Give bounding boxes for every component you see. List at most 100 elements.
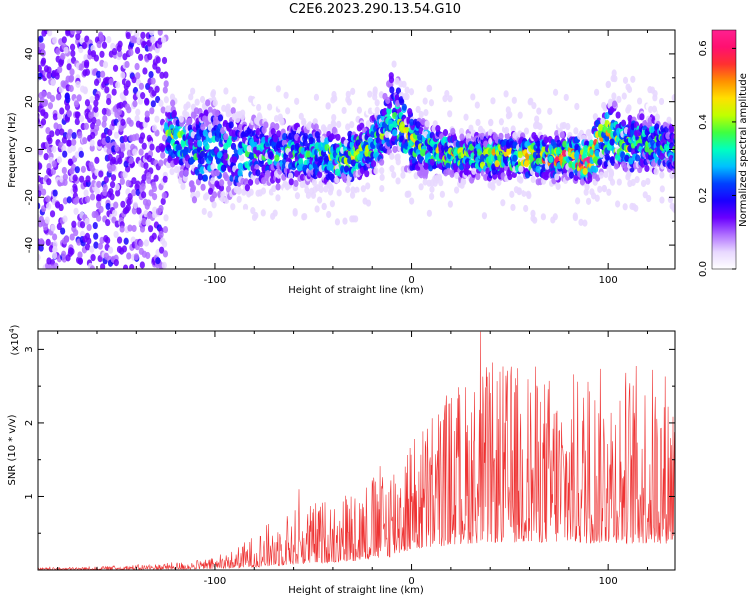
heatmap-cell [574,102,580,111]
heatmap-cell [215,157,222,165]
heatmap-cell [586,128,592,137]
heatmap-cell [640,179,647,188]
heatmap-cell [517,111,523,119]
heatmap-cell [178,115,184,123]
heatmap-cell [139,261,145,269]
heatmap-cell [158,142,164,151]
heatmap-cell [52,36,58,44]
heatmap-cell [468,124,474,132]
heatmap-cell [424,120,430,128]
heatmap-cell [54,72,60,80]
heatmap-cell [132,148,138,156]
heatmap-cell [57,66,63,74]
heatmap-cell [630,75,636,83]
x-tick-label: -100 [204,275,227,286]
heatmap-cell [122,264,129,269]
heatmap-cell [101,120,107,128]
heatmap-cell [506,147,512,156]
heatmap-cell [144,98,150,106]
heatmap-cell [550,216,556,224]
heatmap-cell [517,122,523,131]
heatmap-cell [453,186,460,194]
heatmap-cell [179,170,185,178]
heatmap-cell [335,133,341,141]
heatmap-cell [153,174,159,182]
heatmap-cell [202,139,209,147]
colorbar-ticks: 0.0 0.2 0.4 0.6 [698,40,736,277]
heatmap-cell [379,167,385,175]
heatmap-cell [628,157,634,165]
heatmap-cell [527,98,533,106]
heatmap-cell [267,198,273,206]
heatmap-cell [167,177,173,185]
heatmap-cell [294,170,300,178]
heatmap-cell [38,244,44,252]
heatmap-cell [63,46,69,54]
heatmap-cell [70,49,76,58]
heatmap-cell [118,101,124,109]
heatmap-cell [356,106,363,114]
heatmap-cell [199,157,205,165]
heatmap-cell [475,172,481,181]
snr-panel: -100 0 100 1 2 3 Height of straight line (km)… [7,324,676,596]
heatmap-cell [260,187,267,195]
heatmap-cell [104,86,110,94]
heatmap-cell [93,241,99,249]
heatmap-cell [234,115,241,124]
heatmap-cell [559,131,565,139]
snr-ylabel: SNR (10 * v/v) [7,414,18,485]
heatmap-cell [659,171,665,179]
heatmap-cell [418,183,424,191]
heatmap-cell [332,94,338,103]
heatmap-cell [573,127,579,135]
heatmap-cell [518,176,524,184]
heatmap-cell [119,225,125,233]
heatmap-cell [135,108,141,116]
figure-title: C2E6.2023.290.13.54.G10 [288,2,462,17]
heatmap-cell [162,250,169,258]
heatmap-cell [593,88,600,96]
heatmap-cell [106,97,112,106]
heatmap-cell [346,98,352,106]
heatmap-cell [138,53,144,61]
y-tick-label: 40 [24,48,35,61]
heatmap-cell [275,183,281,191]
heatmap-cell [79,175,85,183]
heatmap-cell [633,204,639,212]
heatmap-cell [83,122,89,130]
heatmap-cell [66,110,73,118]
heatmap-cell [60,227,66,235]
heatmap-cell [52,252,58,260]
heatmap-cell [38,183,43,191]
heatmap-cell [258,159,264,168]
heatmap-cell [105,218,111,227]
heatmap-cell [395,87,402,95]
heatmap-cell [141,217,147,226]
heatmap-cell [134,62,140,71]
heatmap-cell [300,147,306,155]
heatmap-cell [237,169,243,177]
heatmap-cell [75,30,81,34]
heatmap-cell [43,153,49,161]
heatmap-cell [38,253,41,262]
heatmap-cell [97,139,103,147]
heatmap-cell [447,200,453,208]
heatmap-cell [108,78,114,86]
heatmap-cell [64,115,70,123]
heatmap-cell [70,144,76,152]
heatmap-cell [386,107,392,115]
heatmap-cell [592,165,599,173]
heatmap-cell [190,184,196,192]
heatmap-cell [288,178,294,186]
heatmap-cell [601,184,607,193]
heatmap-cell [418,110,424,119]
spectrogram-axes: -100 0 100 -40 -20 0 20 40 [24,29,675,286]
heatmap-cell [185,101,191,109]
heatmap-cell [132,201,139,209]
heatmap-cell [205,99,211,107]
heatmap-cell [72,174,78,182]
heatmap-cell [384,130,390,138]
heatmap-cell [158,204,164,213]
heatmap-cell [392,120,398,128]
heatmap-cell [128,48,134,57]
